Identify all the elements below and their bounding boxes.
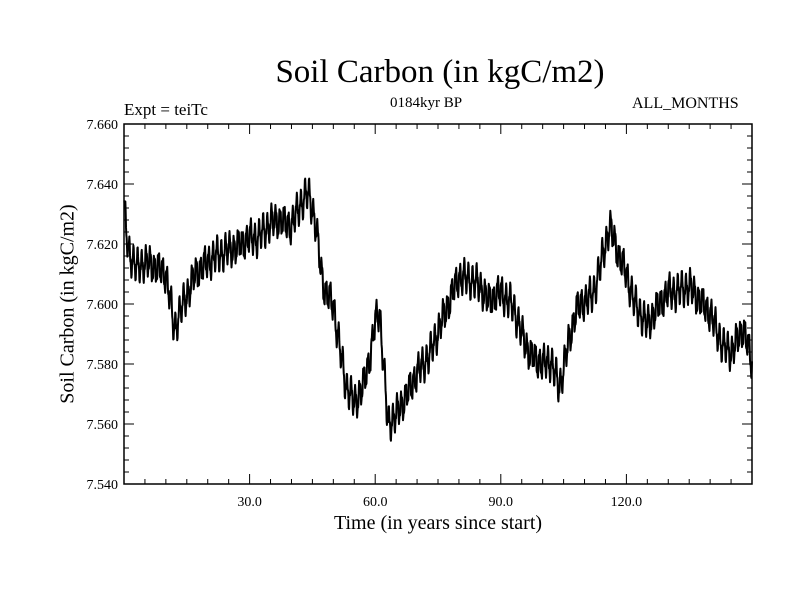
- chart-title: Soil Carbon (in kgC/m2): [275, 54, 605, 90]
- y-tick-label: 7.620: [87, 238, 119, 253]
- x-axis-label: Time (in years since start): [333, 512, 543, 534]
- period-label: 0184kyr BP: [390, 95, 463, 111]
- experiment-label: Expt = teiTc: [124, 100, 208, 119]
- y-tick-label: 7.640: [87, 178, 119, 193]
- y-tick-label: 7.580: [87, 358, 119, 373]
- ticks-layer: 7.540 7.560 7.580 7.600 7.620 7.640 7.660 30.0 6…: [87, 118, 752, 510]
- x-tick-label: 120.0: [611, 495, 643, 510]
- y-tick-label: 7.560: [87, 418, 119, 433]
- y-tick-label: 7.660: [87, 118, 119, 133]
- y-tick-label: 7.600: [87, 298, 119, 313]
- x-tick-label: 30.0: [237, 495, 262, 510]
- plot-frame: [123, 123, 753, 485]
- y-tick-label: 7.540: [87, 478, 119, 493]
- x-tick-label: 90.0: [489, 495, 514, 510]
- x-tick-label: 60.0: [363, 495, 388, 510]
- months-label: ALL_MONTHS: [632, 95, 739, 112]
- series-line-soil-carbon: [123, 177, 753, 442]
